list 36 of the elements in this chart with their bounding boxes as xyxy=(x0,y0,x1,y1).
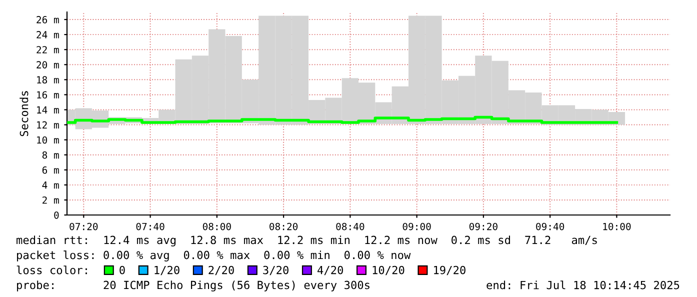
y-tick-label: 18 m xyxy=(37,76,59,84)
text: end: Fri Jul 18 10:14:45 2025 xyxy=(486,280,680,290)
legend-label: 2/20 xyxy=(208,266,234,276)
legend-label: 3/20 xyxy=(263,266,288,276)
y-axis-title: Seconds xyxy=(20,91,28,136)
legend-label: 10/20 xyxy=(372,266,404,276)
y-tick-label: 26 m xyxy=(36,16,59,24)
y-tick-label: 10 m xyxy=(37,136,59,144)
text: packet loss: 0.00 % avg 0.00 % max 0.00 % min 0.00 % now xyxy=(17,250,411,262)
legend-label: 4/20 xyxy=(318,266,343,276)
text: loss color: xyxy=(16,266,87,274)
y-tick-label: 0 xyxy=(54,212,59,219)
y-tick-label: 4 m xyxy=(42,182,59,189)
x-tick-label: 10:00 xyxy=(603,222,631,230)
y-tick-label: 20 m xyxy=(36,61,59,68)
x-tick-label: 08:20 xyxy=(270,222,298,230)
x-tick-label: 09:20 xyxy=(469,222,498,230)
x-tick-label: 09:00 xyxy=(402,222,431,230)
legend-label: 19/20 xyxy=(434,266,466,276)
legend-label: 0 xyxy=(120,266,125,274)
y-tick-label: 14 m xyxy=(37,106,59,114)
y-tick-label: 2 m xyxy=(42,196,59,204)
x-tick-label: 07:40 xyxy=(136,222,164,230)
text: median rtt: 12.4 ms avg 12.8 ms max 12.2 ms min 12.2 ms now 0.2 ms sd 71.2 am/s xyxy=(16,236,597,246)
x-tick-label: 08:00 xyxy=(202,222,231,230)
x-tick-label: 08:40 xyxy=(336,222,364,230)
y-tick-label: 22 m xyxy=(36,46,59,54)
y-tick-label: 12 m xyxy=(37,121,59,128)
y-tick-label: 16 m xyxy=(37,91,59,99)
legend-label: 1/20 xyxy=(154,266,180,276)
y-tick-label: 24 m xyxy=(36,31,59,38)
x-tick-label: 09:40 xyxy=(536,222,564,230)
y-tick-label: 8 m xyxy=(42,151,59,159)
x-tick-label: 07:20 xyxy=(70,222,98,230)
text: probe: 20 ICMP Echo Pings (56 Bytes) every 300s xyxy=(17,280,370,292)
y-tick-label: 6 m xyxy=(42,166,59,174)
